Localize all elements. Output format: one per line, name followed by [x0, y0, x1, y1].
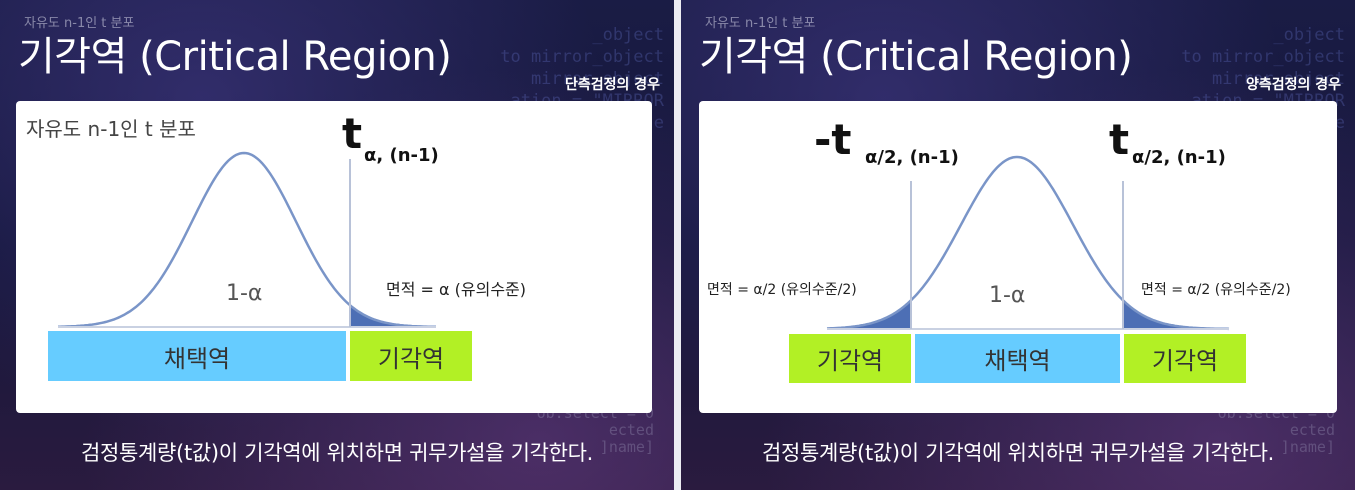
left-rejection-region-box: 기각역	[789, 334, 911, 383]
right-critical-t-symbol: t	[1109, 115, 1130, 164]
distribution-label: 자유도 n-1인 t 분포	[26, 117, 196, 141]
faded-caption: 자유도 n-1인 t 분포	[705, 16, 816, 31]
t-distribution-curve	[58, 151, 436, 329]
critical-t-symbol: t	[342, 109, 363, 158]
left-critical-t-symbol: -t	[814, 115, 852, 164]
center-area-label: 1-α	[989, 283, 1026, 308]
center-area-label: 1-α	[226, 281, 263, 306]
t-distribution-curve	[826, 155, 1230, 331]
distribution-card: -t α/2, (n-1) t α/2, (n-1) 면적 = α/2 (유의수…	[699, 101, 1337, 413]
left-tail-area	[827, 300, 911, 329]
left-area-label: 면적 = α/2 (유의수준/2)	[707, 282, 857, 298]
conclusion-text: 검정통계량(t값)이 기각역에 위치하면 귀무가설을 기각한다.	[761, 441, 1275, 465]
one-tailed-panel: _object to mirror_object mirror_object a…	[0, 0, 674, 490]
panel-divider	[674, 0, 681, 490]
right-tail-area	[350, 305, 436, 327]
t-distribution-diagram	[58, 151, 436, 329]
acceptance-region-box: 채택역	[48, 331, 346, 381]
test-type-label: 양측검정의 경우	[1245, 77, 1341, 93]
test-type-label: 단측검정의 경우	[564, 77, 660, 93]
conclusion-text: 검정통계량(t값)이 기각역에 위치하면 귀무가설을 기각한다.	[80, 441, 594, 465]
left-critical-t-subscript: α/2, (n-1)	[865, 147, 959, 168]
right-critical-t-subscript: α/2, (n-1)	[1132, 147, 1226, 168]
critical-t-subscript: α, (n-1)	[364, 145, 439, 166]
right-tail-area	[1123, 300, 1229, 329]
background-decoration-bottom: ob.select = 0 ected ]name]	[1217, 404, 1335, 456]
right-area-label: 면적 = α/2 (유의수준/2)	[1141, 282, 1291, 298]
rejection-region-box: 기각역	[350, 331, 472, 381]
t-distribution-diagram	[826, 155, 1230, 331]
two-tailed-panel: _object to mirror_object mirror_object a…	[681, 0, 1355, 490]
right-rejection-region-box: 기각역	[1124, 334, 1246, 383]
page-title: 기각역 (Critical Region)	[18, 34, 452, 80]
distribution-card: 자유도 n-1인 t 분포 t α, (n-1) 면적 = α (유의수준) 1…	[16, 101, 652, 413]
page-title: 기각역 (Critical Region)	[699, 34, 1133, 80]
acceptance-region-box: 채택역	[915, 334, 1120, 383]
faded-caption: 자유도 n-1인 t 분포	[24, 16, 135, 31]
area-label: 면적 = α (유의수준)	[386, 280, 527, 299]
